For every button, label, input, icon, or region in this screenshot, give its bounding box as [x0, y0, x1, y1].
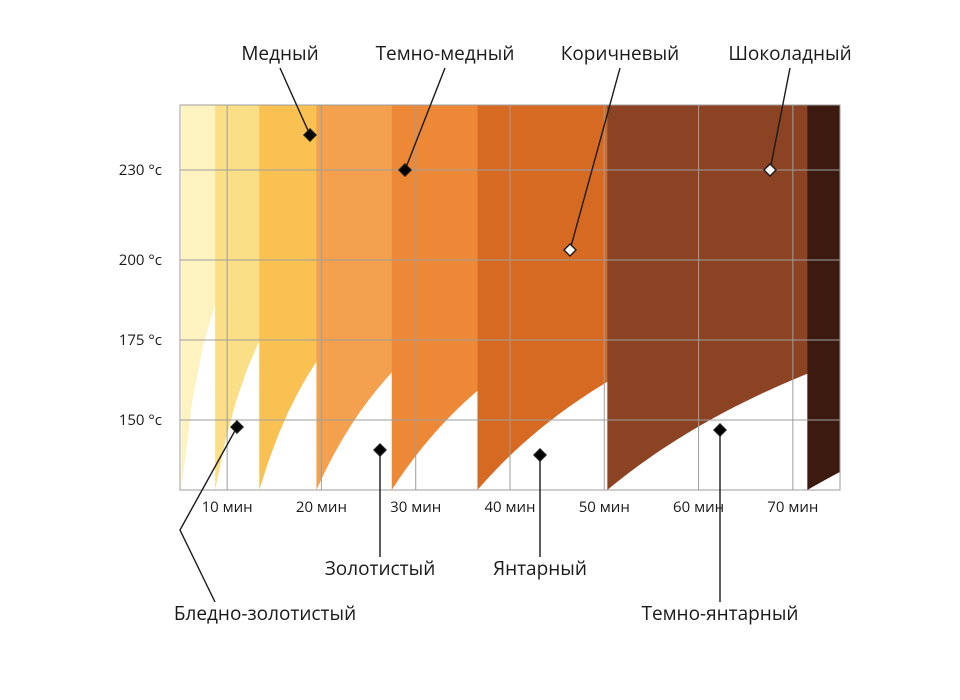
y-tick-label: 230 °с — [119, 160, 162, 180]
callout-label-pale_gold: Бледно-золотистый — [174, 600, 356, 626]
y-tick-label: 150 °с — [119, 410, 162, 430]
y-tick-label: 200 °с — [119, 250, 162, 270]
x-tick-label: 50 мин — [579, 497, 630, 517]
callout-label-copper: Медный — [241, 40, 318, 66]
band-chocolate — [807, 105, 840, 490]
x-axis-ticks: 10 мин 20 мин 30 мин 40 мин 50 мин 60 мин 70 м… — [202, 497, 819, 517]
x-tick-label: 40 мин — [484, 497, 535, 517]
x-tick-label: 70 мин — [767, 497, 818, 517]
callout-label-dark_amber: Темно-янтарный — [641, 600, 798, 626]
callout-label-dark_copper: Темно-медный — [376, 40, 515, 66]
y-tick-label: 175 °с — [119, 330, 162, 350]
callout-label-chocolate: Шоколадный — [728, 40, 851, 66]
callout-label-amber: Янтарный — [493, 555, 587, 581]
x-tick-label: 10 мин — [202, 497, 253, 517]
x-tick-label: 30 мин — [390, 497, 441, 517]
callout-label-gold: Золотистый — [325, 555, 436, 581]
y-axis-ticks: 150 °с 175 °с 200 °с 230 °с — [119, 160, 162, 430]
contour-bands — [181, 105, 840, 490]
x-tick-label: 60 мин — [673, 497, 724, 517]
x-tick-label: 20 мин — [296, 497, 347, 517]
callout-label-brown: Коричневый — [561, 40, 680, 66]
color-temperature-chart: 10 мин 20 мин 30 мин 40 мин 50 мин 60 мин 70 м… — [0, 0, 960, 700]
